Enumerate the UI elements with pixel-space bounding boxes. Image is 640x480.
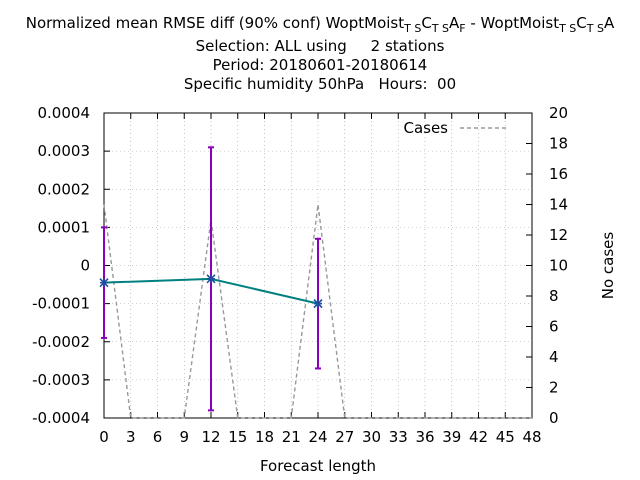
title-subscript: T S (431, 22, 450, 35)
title-subscript: T S (586, 22, 604, 35)
chart-title: Normalized mean RMSE diff (90% conf) Wop… (0, 14, 640, 35)
score-point (206, 274, 216, 284)
y2-tick-label: 8 (549, 287, 559, 305)
y-tick-label: -0.0001 (32, 295, 90, 313)
y2-tick-label: 0 (549, 409, 559, 427)
title-text: A (603, 14, 615, 32)
title-subscript: T S (559, 22, 577, 35)
y2-axis-label: No cases (599, 232, 617, 300)
y2-tick-label: 4 (549, 348, 559, 366)
legend-label-cases: Cases (403, 119, 448, 137)
y-tick-label: 0.0002 (38, 180, 91, 198)
x-tick-label: 12 (201, 428, 220, 446)
x-tick-label: 0 (99, 428, 109, 446)
x-tick-label: 18 (255, 428, 274, 446)
y2-tick-label: 18 (549, 135, 568, 153)
x-tick-label: 9 (179, 428, 189, 446)
y2-tick-label: 16 (549, 165, 568, 183)
x-tick-label: 45 (496, 428, 515, 446)
x-axis-label: Forecast length (260, 457, 376, 475)
y2-tick-label: 14 (549, 196, 568, 214)
x-tick-label: 30 (362, 428, 381, 446)
chart-subtitle-period: Period: 20180601-20180614 (212, 56, 428, 74)
x-tick-label: 27 (335, 428, 354, 446)
x-tick-label: 33 (389, 428, 408, 446)
y-tick-label: 0.0001 (38, 218, 91, 236)
y2-tick-label: 2 (549, 379, 559, 397)
y-tick-label: 0 (80, 257, 90, 275)
x-tick-label: 42 (469, 428, 488, 446)
chart-subtitle-variable: Specific humidity 50hPa Hours: 00 (183, 75, 457, 93)
y-tick-label: -0.0004 (32, 409, 90, 427)
y-tick-label: 0.0003 (38, 142, 91, 160)
y2-tick-label: 20 (549, 104, 568, 122)
y2-tick-label: 6 (549, 318, 559, 336)
x-tick-label: 36 (415, 428, 434, 446)
title-text: C (421, 14, 432, 32)
score-point (313, 299, 323, 309)
title-text: - WoptMoist (465, 14, 560, 32)
y-tick-label: -0.0002 (32, 333, 90, 351)
x-tick-label: 39 (442, 428, 461, 446)
title-subscript: F (459, 22, 466, 35)
x-tick-label: 6 (153, 428, 163, 446)
title-subscript: T S (404, 22, 422, 35)
score-point (99, 278, 109, 288)
y-tick-label: 0.0004 (38, 104, 91, 122)
y-tick-label: -0.0003 (32, 371, 90, 389)
x-tick-label: 24 (308, 428, 327, 446)
x-tick-label: 48 (522, 428, 541, 446)
title-text: C (576, 14, 587, 32)
title-text: A (449, 14, 460, 32)
x-tick-label: 21 (282, 428, 301, 446)
x-tick-label: 15 (228, 428, 247, 446)
title-text: Normalized mean RMSE diff (90% conf) Wop… (25, 14, 405, 32)
x-tick-label: 3 (126, 428, 136, 446)
y2-tick-label: 12 (549, 226, 568, 244)
chart-subtitle-selection: Selection: ALL using 2 stations (195, 37, 445, 55)
y2-tick-label: 10 (549, 257, 568, 275)
cases-series-line (103, 204, 532, 419)
